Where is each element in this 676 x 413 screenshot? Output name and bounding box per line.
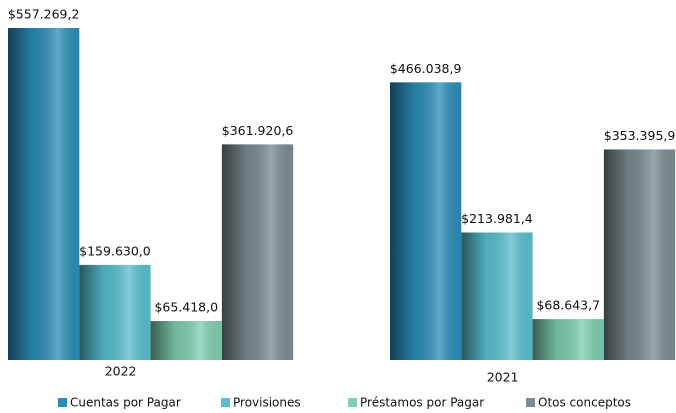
data-label: $557.269,2 (8, 7, 80, 22)
legend-swatch (526, 398, 535, 407)
data-label: $466.038,9 (390, 61, 462, 76)
data-label: $68.643,7 (536, 298, 600, 313)
legend-text: Cuentas por Pagar (70, 396, 181, 410)
data-label: $159.630,0 (79, 243, 151, 258)
x-tick-label: 2021 (487, 370, 519, 385)
data-label: $353.395,9 (604, 128, 676, 143)
bar-shade (79, 264, 151, 360)
legend-text: Provisiones (233, 396, 301, 410)
bar-shade (532, 319, 604, 360)
data-label: $65.418,0 (154, 300, 218, 315)
bar-shade (150, 321, 222, 360)
bar-shade (390, 82, 462, 361)
bar-shade (221, 144, 294, 360)
bar-shade (8, 28, 80, 360)
legend-swatch (348, 398, 357, 407)
legend-swatch (58, 398, 67, 407)
legend-text: Préstamos por Pagar (360, 396, 484, 410)
bar-shade (603, 149, 676, 360)
data-label: $213.981,4 (461, 211, 533, 226)
x-tick-label: 2022 (105, 364, 137, 379)
legend-text: Otos conceptos (538, 396, 631, 410)
bar-shade (461, 232, 533, 360)
legend-swatch (221, 398, 230, 407)
data-label: $361.920,6 (222, 123, 294, 138)
